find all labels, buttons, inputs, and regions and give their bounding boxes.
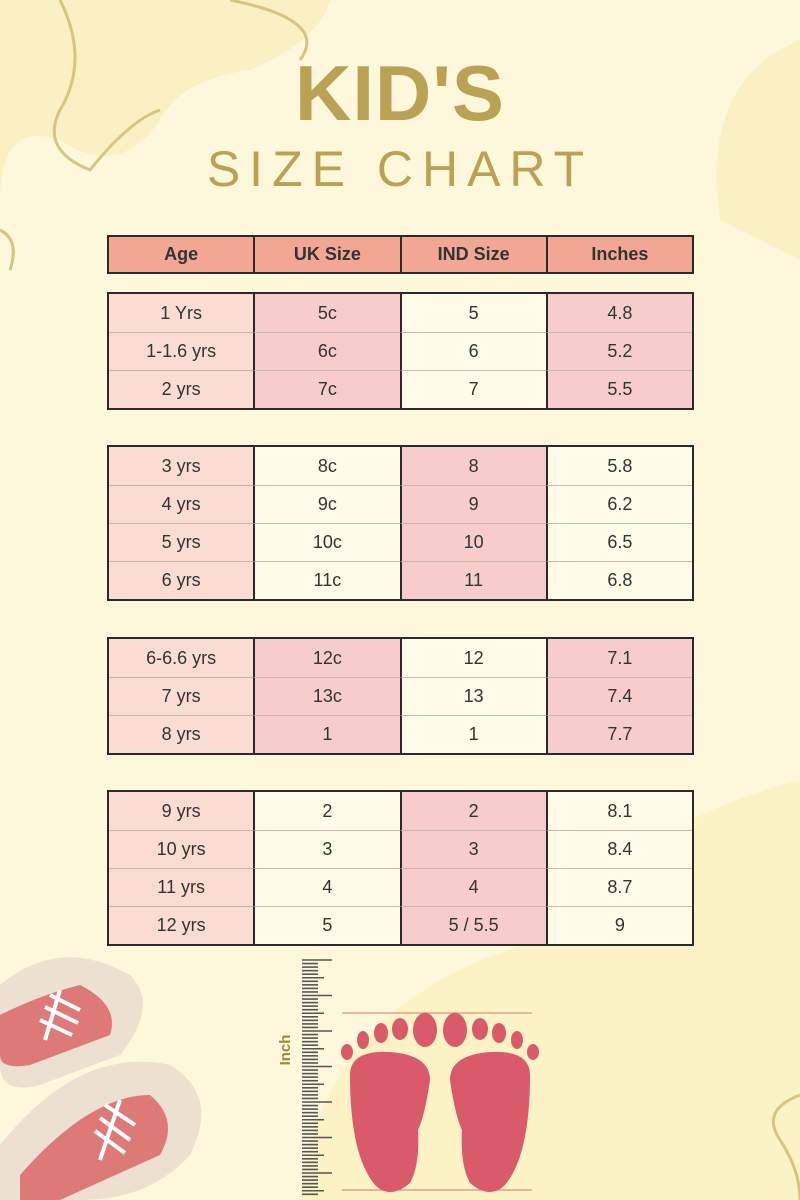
size-group-4: 9 yrs 2 2 8.1 10 yrs 3 3 8.4 11 yrs 4 4 8.7 12 yrs 5 5… — [107, 790, 694, 946]
cell-uk-size: 7c — [253, 370, 400, 408]
cell-inches: 5.5 — [545, 370, 692, 408]
cell-inches: 5.2 — [545, 332, 692, 370]
table-row: 6-6.6 yrs 12c 12 7.1 — [109, 639, 692, 677]
cell-ind-size: 10 — [399, 523, 546, 561]
cell-age: 3 yrs — [109, 447, 254, 485]
size-group-1: 1 Yrs 5c 5 4.8 1-1.6 yrs 6c 6 5.2 2 yrs 7c 7 5.5 — [107, 292, 694, 410]
cell-inches: 6.2 — [545, 485, 692, 523]
cell-ind-size: 6 — [399, 332, 546, 370]
cell-age: 9 yrs — [109, 792, 254, 830]
size-group-2: 3 yrs 8c 8 5.8 4 yrs 9c 9 6.2 5 yrs 10c 10 6.5 6 yrs… — [107, 445, 694, 601]
cell-inches: 7.1 — [545, 639, 692, 677]
header-ind-size: IND Size — [399, 237, 546, 272]
cell-inches: 7.7 — [545, 715, 692, 753]
table-row: 1-1.6 yrs 6c 6 5.2 — [109, 332, 692, 370]
size-group-3: 6-6.6 yrs 12c 12 7.1 7 yrs 13c 13 7.4 8 yrs 1 1 7.7 — [107, 637, 694, 755]
header-inches: Inches — [545, 237, 692, 272]
cell-inches: 7.4 — [545, 677, 692, 715]
ruler-label: Inch — [277, 1035, 294, 1066]
cell-ind-size: 3 — [399, 830, 546, 868]
cell-inches: 4.8 — [545, 294, 692, 332]
cell-ind-size: 11 — [399, 561, 546, 599]
cell-age: 2 yrs — [109, 370, 254, 408]
feet-measurement-illustration: Inch — [277, 959, 539, 1196]
cell-uk-size: 5c — [253, 294, 400, 332]
cell-uk-size: 3 — [253, 830, 400, 868]
cell-uk-size: 13c — [253, 677, 400, 715]
table-row: 1 Yrs 5c 5 4.8 — [109, 294, 692, 332]
cell-uk-size: 9c — [253, 485, 400, 523]
table-row: 3 yrs 8c 8 5.8 — [109, 447, 692, 485]
cell-inches: 8.1 — [545, 792, 692, 830]
sneakers-icon — [0, 957, 202, 1200]
table-row: 6 yrs 11c 11 6.8 — [109, 561, 692, 599]
cell-age: 11 yrs — [109, 868, 254, 906]
cell-age: 4 yrs — [109, 485, 254, 523]
cell-ind-size: 9 — [399, 485, 546, 523]
table-header: Age UK Size IND Size Inches — [107, 235, 694, 274]
cell-age: 6 yrs — [109, 561, 254, 599]
table-row: 5 yrs 10c 10 6.5 — [109, 523, 692, 561]
cell-uk-size: 11c — [253, 561, 400, 599]
cell-ind-size: 1 — [399, 715, 546, 753]
header-uk-size: UK Size — [253, 237, 400, 272]
cell-ind-size: 12 — [399, 639, 546, 677]
cell-uk-size: 1 — [253, 715, 400, 753]
header-age: Age — [109, 237, 254, 272]
cell-inches: 5.8 — [545, 447, 692, 485]
cell-ind-size: 4 — [399, 868, 546, 906]
feet-icon — [341, 1013, 539, 1193]
table-row: 12 yrs 5 5 / 5.5 9 — [109, 906, 692, 944]
table-row: 8 yrs 1 1 7.7 — [109, 715, 692, 753]
cell-ind-size: 13 — [399, 677, 546, 715]
table-row: 9 yrs 2 2 8.1 — [109, 792, 692, 830]
cell-uk-size: 6c — [253, 332, 400, 370]
cell-inches: 8.4 — [545, 830, 692, 868]
title-size-chart: SIZE CHART — [206, 141, 594, 197]
cell-uk-size: 5 — [253, 906, 400, 944]
cell-uk-size: 12c — [253, 639, 400, 677]
cell-uk-size: 10c — [253, 523, 400, 561]
cell-age: 12 yrs — [109, 906, 254, 944]
cell-inches: 8.7 — [545, 868, 692, 906]
cell-inches: 6.8 — [545, 561, 692, 599]
cell-age: 1-1.6 yrs — [109, 332, 254, 370]
cell-ind-size: 8 — [399, 447, 546, 485]
title-kids: KID'S — [295, 49, 505, 137]
cell-ind-size: 7 — [399, 370, 546, 408]
cell-age: 1 Yrs — [109, 294, 254, 332]
table-row: 2 yrs 7c 7 5.5 — [109, 370, 692, 408]
cell-uk-size: 4 — [253, 868, 400, 906]
table-row: 7 yrs 13c 13 7.4 — [109, 677, 692, 715]
cell-age: 10 yrs — [109, 830, 254, 868]
cell-age: 7 yrs — [109, 677, 254, 715]
ruler-icon — [302, 959, 332, 1196]
table-row: 10 yrs 3 3 8.4 — [109, 830, 692, 868]
table-row: 11 yrs 4 4 8.7 — [109, 868, 692, 906]
cell-inches: 6.5 — [545, 523, 692, 561]
cell-age: 5 yrs — [109, 523, 254, 561]
cell-ind-size: 5 / 5.5 — [399, 906, 546, 944]
table-row: 4 yrs 9c 9 6.2 — [109, 485, 692, 523]
cell-inches: 9 — [545, 906, 692, 944]
cell-uk-size: 8c — [253, 447, 400, 485]
cell-ind-size: 5 — [399, 294, 546, 332]
cell-ind-size: 2 — [399, 792, 546, 830]
cell-uk-size: 2 — [253, 792, 400, 830]
cell-age: 8 yrs — [109, 715, 254, 753]
cell-age: 6-6.6 yrs — [109, 639, 254, 677]
